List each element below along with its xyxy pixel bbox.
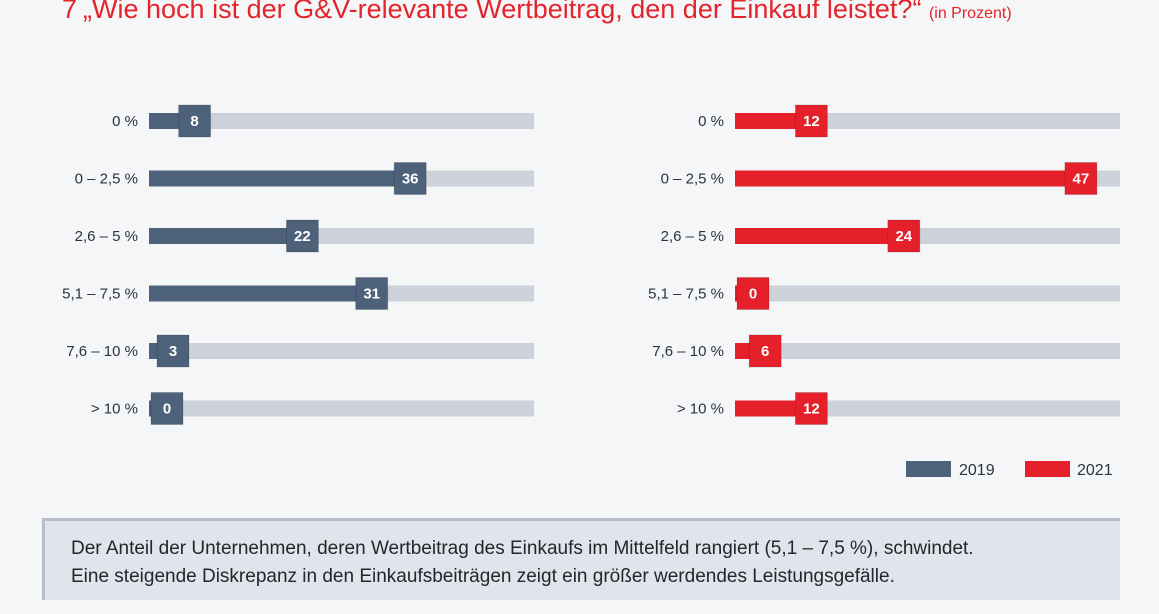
data-label-2019-0: 8 <box>190 113 198 130</box>
data-label-2019-5: 0 <box>163 401 171 418</box>
value-box-2019-4 <box>156 334 190 368</box>
category-label-1-4: 7,6 – 10 % <box>652 343 724 360</box>
bar-track <box>735 285 1120 302</box>
data-label-2019-1: 36 <box>402 171 419 188</box>
bar-2021-5 <box>735 400 812 417</box>
data-label-2021-2: 24 <box>895 228 912 245</box>
value-box-2019-2 <box>285 219 319 253</box>
data-label-2019-3: 31 <box>363 286 380 303</box>
summary-line-1: Der Anteil der Unternehmen, deren Wertbe… <box>71 538 974 559</box>
value-box-2019-5 <box>150 392 184 425</box>
category-label-1-1: 0 – 2,5 % <box>661 171 724 188</box>
value-box-2021-5 <box>794 392 828 425</box>
bar-2019-1 <box>149 170 411 187</box>
category-label-0-4: 7,6 – 10 % <box>66 343 138 360</box>
value-box-2019-3 <box>355 277 389 310</box>
bar-2021-1 <box>735 170 1081 187</box>
data-label-2019-4: 3 <box>169 343 177 360</box>
data-label-2021-3: 0 <box>749 286 757 303</box>
category-label-0-5: > 10 % <box>91 401 138 418</box>
bar-track <box>735 400 1120 417</box>
legend-swatch-2021 <box>1025 461 1070 477</box>
value-box-2019-0 <box>178 104 212 138</box>
bar-track <box>149 343 534 359</box>
data-label-2019-2: 22 <box>294 228 311 245</box>
data-label-2021-1: 47 <box>1073 171 1090 188</box>
bar-track <box>149 113 534 129</box>
category-label-0-0: 0 % <box>112 113 138 130</box>
summary-note: Der Anteil der Unternehmen, deren Wertbe… <box>42 518 1120 600</box>
bar-2021-0 <box>735 113 812 129</box>
value-box-2021-2 <box>887 219 921 253</box>
data-label-2021-4: 6 <box>761 343 769 360</box>
value-box-2021-0 <box>794 104 828 138</box>
title-unit: (in Prozent) <box>928 5 1012 22</box>
bar-charts: 0 % 80 – 2,5 % 362,6 – 5 % 225,1 – 7,5 % 317… <box>62 104 1120 479</box>
legend-label-2021: 2021 <box>1077 462 1113 479</box>
category-label-1-3: 5,1 – 7,5 % <box>648 286 724 303</box>
category-label-0-1: 0 – 2,5 % <box>75 171 138 188</box>
bar-track <box>735 113 1120 129</box>
bar-2019-3 <box>149 285 372 302</box>
category-label-1-2: 2,6 – 5 % <box>661 228 724 245</box>
title-question: „Wie hoch ist der G&V-relevante Wertbeit… <box>83 0 922 24</box>
bar-track <box>735 343 1120 359</box>
data-label-2021-5: 12 <box>803 401 820 418</box>
category-label-1-5: > 10 % <box>677 401 724 418</box>
value-box-2021-1 <box>1064 162 1098 195</box>
legend-swatch-2019 <box>906 461 951 477</box>
legend-label-2019: 2019 <box>959 462 995 479</box>
summary-line-2: Eine steigende Diskrepanz in den Einkauf… <box>71 566 895 587</box>
value-box-2021-3 <box>736 277 770 310</box>
chart-title: 7 „Wie hoch ist der G&V-relevante Wertbei… <box>62 0 1012 25</box>
value-box-2019-1 <box>393 162 427 195</box>
category-label-0-2: 2,6 – 5 % <box>75 228 138 245</box>
value-box-2021-4 <box>748 334 782 368</box>
figure-number: 7 <box>62 0 78 24</box>
data-label-2021-0: 12 <box>803 113 820 130</box>
bar-2021-2 <box>735 228 904 244</box>
bar-2019-2 <box>149 228 303 244</box>
category-label-1-0: 0 % <box>698 113 724 130</box>
category-label-0-3: 5,1 – 7,5 % <box>62 286 138 303</box>
bar-track <box>149 400 534 417</box>
